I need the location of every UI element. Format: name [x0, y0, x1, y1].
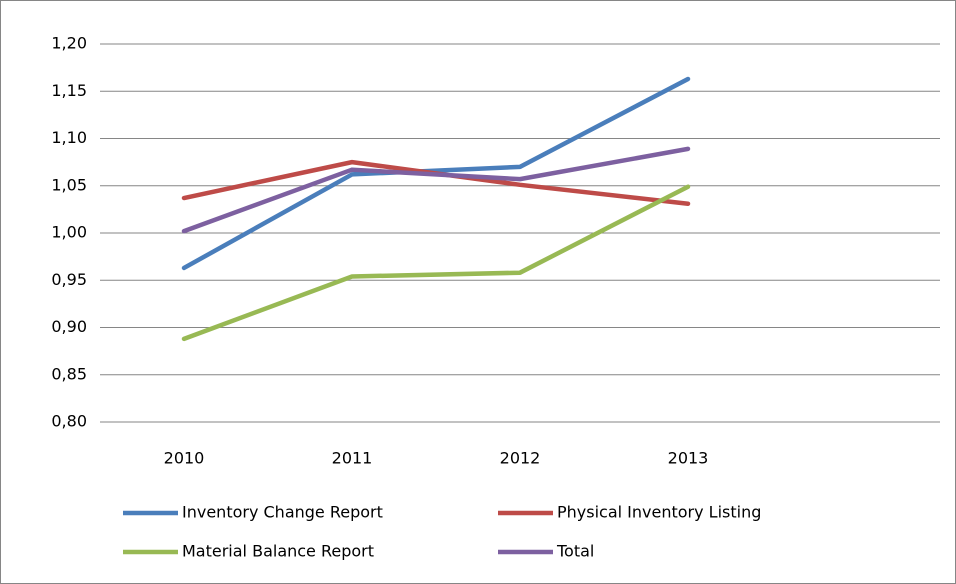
legend-label: Material Balance Report — [182, 542, 374, 561]
x-tick-label: 2010 — [164, 449, 205, 468]
y-tick-label: 1,00 — [51, 223, 87, 242]
y-tick-label: 1,05 — [51, 175, 87, 194]
y-tick-label: 1,10 — [51, 128, 87, 147]
x-tick-label: 2012 — [500, 449, 541, 468]
legend-label: Inventory Change Report — [182, 503, 383, 522]
series-line — [181, 184, 691, 342]
x-tick-label: 2011 — [332, 449, 373, 468]
legend-label: Physical Inventory Listing — [557, 503, 761, 522]
x-tick-label: 2013 — [668, 449, 709, 468]
y-tick-label: 0,85 — [51, 364, 87, 383]
series-line — [181, 146, 691, 234]
y-tick-label: 0,95 — [51, 270, 87, 289]
y-tick-label: 0,80 — [51, 412, 87, 431]
series-line — [181, 76, 691, 271]
y-tick-label: 0,90 — [51, 317, 87, 336]
y-tick-label: 1,20 — [51, 34, 87, 53]
legend-label: Total — [556, 542, 594, 561]
y-tick-label: 1,15 — [51, 81, 87, 100]
